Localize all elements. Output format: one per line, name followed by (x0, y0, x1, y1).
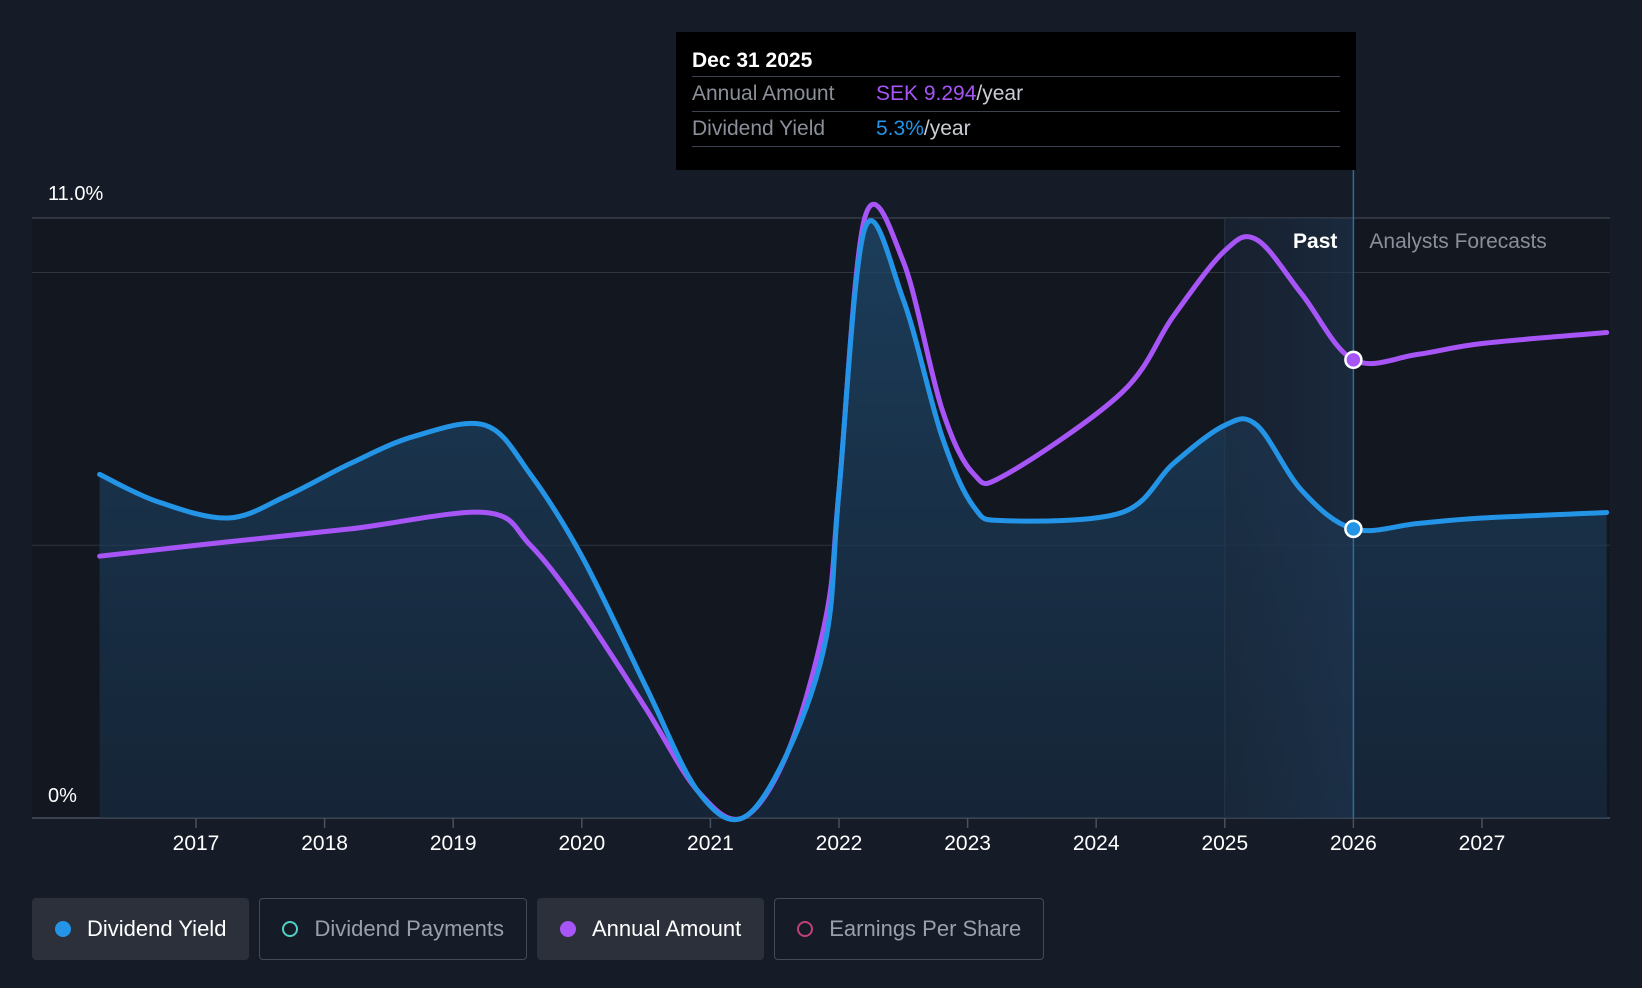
tooltip-date: Dec 31 2025 (692, 49, 813, 72)
highlight-marker (1344, 350, 1363, 370)
highlight-marker (1344, 519, 1363, 539)
highlight-markers (1344, 350, 1363, 539)
tooltip-value: SEK 9.294/year (876, 82, 1023, 106)
legend-dividend-payments[interactable]: Dividend Payments (259, 898, 527, 960)
x-axis-ticks: 2017 2018 2019 2020 2021 2022 2023 2024 2025 2026… (173, 818, 1506, 855)
y-axis-label-max: 11.0% (48, 183, 103, 205)
tooltip-value: 5.3%/year (876, 117, 971, 141)
legend-earnings-per-share[interactable]: Earnings Per Share (774, 898, 1045, 960)
x-tick-label: 2021 (687, 832, 734, 855)
series-lines (97, 201, 1610, 823)
x-tick-label: 2020 (558, 832, 605, 855)
past-region (1224, 170, 1355, 818)
forecast-label: Analysts Forecasts (1369, 230, 1546, 253)
legend-label: Dividend Payments (314, 916, 504, 941)
legend-label: Earnings Per Share (829, 916, 1022, 941)
tooltip: Dec 31 2025 Annual Amount SEK 9.294/year… (676, 32, 1356, 170)
legend-marker-icon (797, 921, 814, 937)
x-tick-label: 2022 (816, 832, 863, 855)
tooltip-row-annual-amount: Annual Amount SEK 9.294/year (692, 76, 1340, 111)
tooltip-label: Annual Amount (692, 82, 835, 105)
series-line-dividend-yield (97, 218, 1610, 823)
legend-marker-icon (55, 921, 71, 937)
x-tick-label: 2024 (1073, 832, 1120, 855)
tooltip-value-number: SEK 9.294 (876, 82, 977, 105)
tooltip-row-dividend-yield: Dividend Yield 5.3%/year (692, 111, 1340, 147)
y-axis-labels: 11.0% 0% (48, 183, 103, 807)
tooltip-value-number: 5.3% (876, 117, 924, 140)
x-tick-label: 2026 (1330, 832, 1377, 855)
x-tick-label: 2025 (1201, 832, 1248, 855)
x-tick-label: 2017 (173, 832, 220, 855)
legend: Dividend Yield Dividend Payments Annual … (32, 898, 1045, 960)
x-tick-label: 2027 (1459, 832, 1506, 855)
y-axis-label-min: 0% (48, 785, 77, 807)
legend-label: Annual Amount (591, 916, 742, 941)
legend-dividend-yield[interactable]: Dividend Yield (32, 898, 250, 960)
x-tick-label: 2018 (301, 832, 348, 855)
series-line-annual-amount (97, 201, 1610, 822)
x-tick-label: 2023 (944, 832, 991, 855)
x-tick-label: 2019 (430, 832, 477, 855)
legend-label: Dividend Yield (87, 916, 227, 941)
past-label: Past (1293, 230, 1337, 253)
tooltip-value-unit: /year (923, 117, 971, 140)
legend-marker-icon (282, 921, 299, 937)
tooltip-label: Dividend Yield (692, 117, 826, 140)
legend-annual-amount[interactable]: Annual Amount (536, 898, 765, 960)
legend-marker-icon (559, 921, 576, 937)
region-labels: Past Analysts Forecasts (1293, 230, 1547, 253)
tooltip-value-unit: /year (976, 82, 1024, 105)
